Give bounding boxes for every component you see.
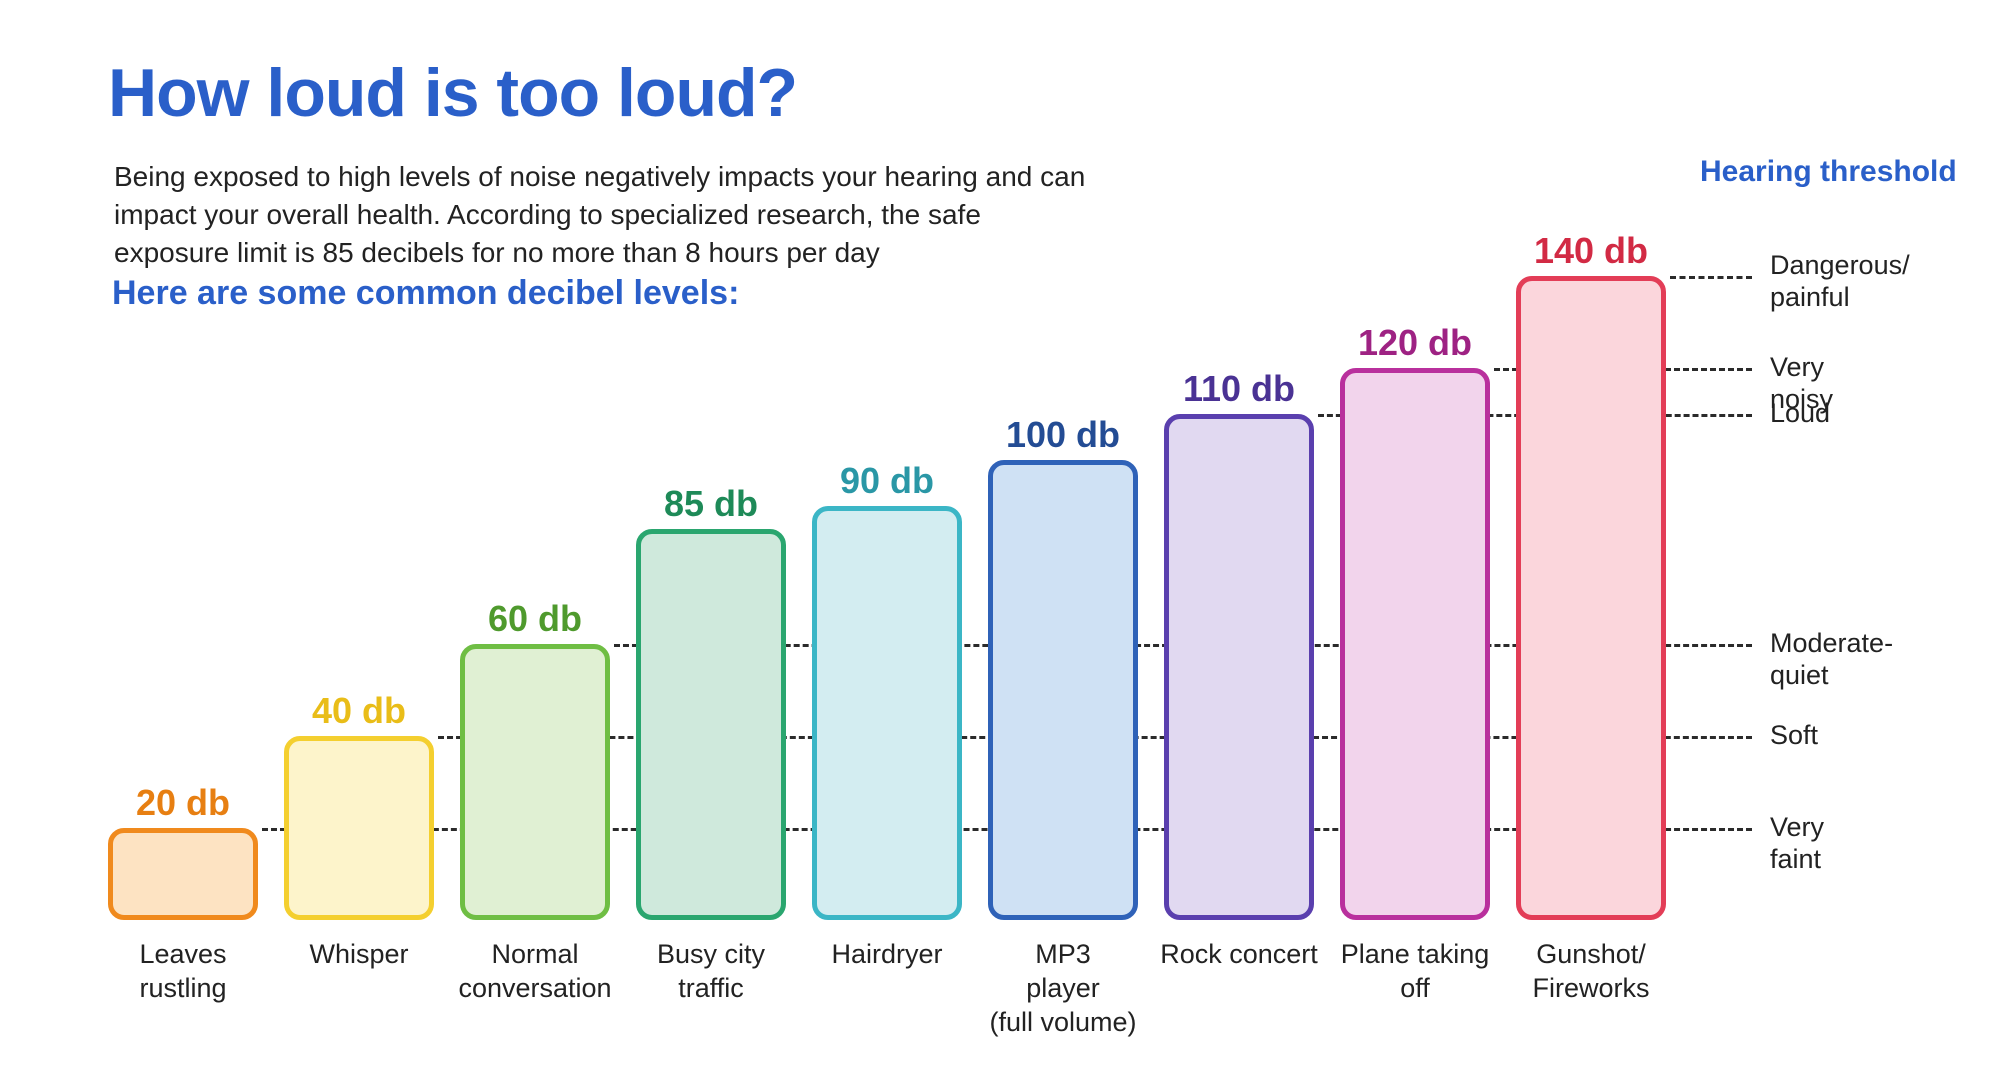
bar-category-label: MP3player(full volume) — [975, 938, 1151, 1039]
threshold-label: Very faint — [1770, 811, 1824, 876]
chart-title: How loud is too loud? — [108, 54, 797, 132]
threshold-line — [1670, 276, 1752, 279]
bar-value-label: 110 db — [1164, 368, 1314, 410]
threshold-label: Moderate-quiet — [1770, 627, 1893, 692]
bar-category-label: Rock concert — [1151, 938, 1327, 972]
bar-value-label: 90 db — [812, 460, 962, 502]
threshold-label: Loud — [1770, 397, 1830, 429]
threshold-label: Dangerous/painful — [1770, 249, 1910, 314]
decibel-bar — [812, 506, 962, 920]
decibel-bar — [1340, 368, 1490, 920]
decibel-bar — [1164, 414, 1314, 920]
decibel-bar — [988, 460, 1138, 920]
bar-category-label: Plane taking off — [1327, 938, 1503, 1006]
bar-category-label: Gunshot/Fireworks — [1503, 938, 1679, 1006]
decibel-bar — [1516, 276, 1666, 920]
decibel-bar — [636, 529, 786, 920]
threshold-label: Soft — [1770, 719, 1818, 751]
bar-value-label: 20 db — [108, 782, 258, 824]
decibel-bar — [460, 644, 610, 920]
bar-category-label: Leaves rustling — [95, 938, 271, 1006]
bar-value-label: 120 db — [1340, 322, 1490, 364]
bar-category-label: Whisper — [271, 938, 447, 972]
bar-category-label: Normal conversation — [447, 938, 623, 1006]
bar-value-label: 140 db — [1516, 230, 1666, 272]
bar-category-label: Hairdryer — [799, 938, 975, 972]
bar-value-label: 100 db — [988, 414, 1138, 456]
bar-value-label: 85 db — [636, 483, 786, 525]
decibel-bar-chart: Dangerous/painfulVery noisyLoudModerate-… — [108, 170, 1668, 920]
decibel-bar — [284, 736, 434, 920]
bar-category-label: Busy city traffic — [623, 938, 799, 1006]
bar-value-label: 60 db — [460, 598, 610, 640]
threshold-heading: Hearing threshold — [1700, 155, 1957, 189]
decibel-bar — [108, 828, 258, 920]
bar-value-label: 40 db — [284, 690, 434, 732]
